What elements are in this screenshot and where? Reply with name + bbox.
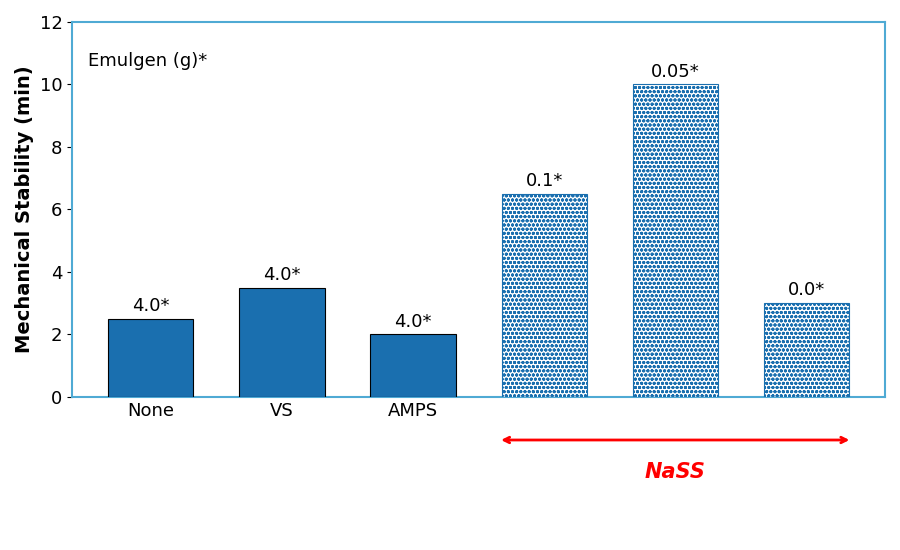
Bar: [239, 288, 325, 397]
Bar: [633, 85, 718, 397]
Text: 4.0*: 4.0*: [263, 266, 301, 284]
Text: 4.0*: 4.0*: [394, 312, 432, 331]
Text: 4.0*: 4.0*: [132, 297, 169, 315]
Y-axis label: Mechanical Stability (min): Mechanical Stability (min): [15, 65, 34, 353]
Text: Emulgen (g)*: Emulgen (g)*: [88, 52, 208, 70]
Bar: [371, 334, 455, 397]
Text: 0.05*: 0.05*: [651, 63, 699, 81]
Bar: [764, 303, 849, 397]
Bar: [108, 319, 194, 397]
Text: 0.1*: 0.1*: [526, 172, 562, 190]
Text: 0.0*: 0.0*: [788, 282, 825, 299]
Text: NaSS: NaSS: [644, 463, 706, 482]
Bar: [501, 194, 587, 397]
